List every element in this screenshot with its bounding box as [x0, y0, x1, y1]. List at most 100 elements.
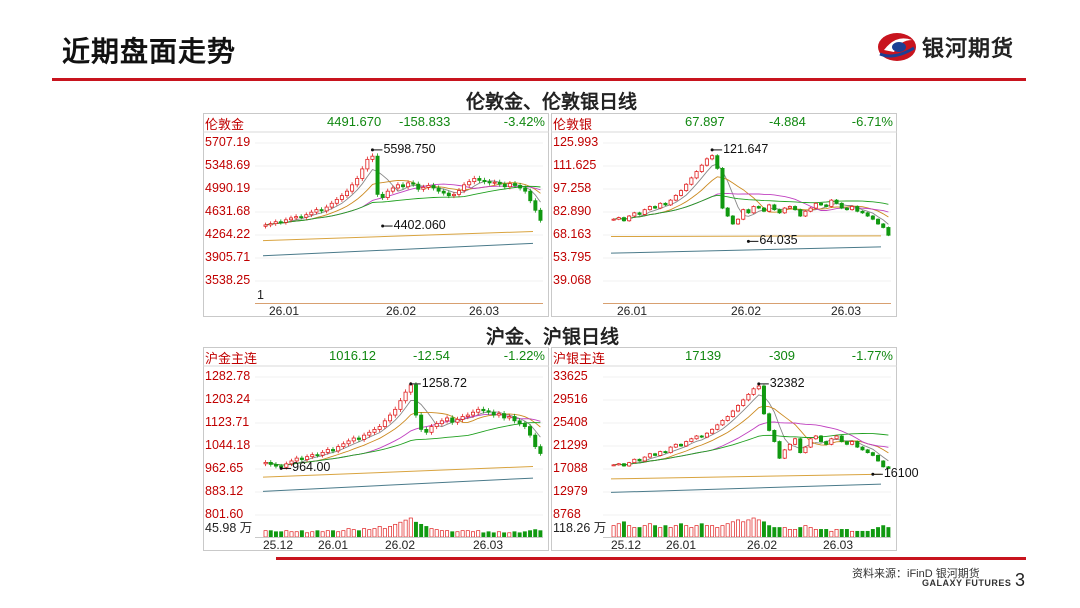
y-tick-label: 29516: [553, 392, 588, 406]
volume-bar: [502, 532, 507, 538]
volume-bar: [305, 532, 310, 538]
candle-body: [876, 218, 881, 225]
volume-bar: [325, 530, 330, 538]
trend-line-teal: [610, 483, 882, 493]
candle-body: [390, 187, 395, 192]
x-tick-label: 26.03: [473, 538, 504, 552]
y-tick-label: 4264.22: [205, 227, 251, 241]
candle-body: [502, 183, 507, 188]
candle-body: [689, 177, 694, 185]
candle-body: [528, 190, 533, 202]
volume-bar: [798, 527, 803, 538]
volume-bar: [829, 530, 834, 538]
y-tick-label: 97.258: [553, 181, 592, 195]
y-tick-label: 12979: [553, 484, 588, 498]
chart-header: 沪金主连 1016.12 -12.54 -1.22%: [203, 347, 549, 366]
candle-body: [793, 438, 798, 445]
chart-frame: [203, 113, 549, 317]
candle-body: [642, 209, 647, 215]
x-tick-label: 26.02: [386, 304, 417, 318]
volume-bar: [486, 531, 491, 538]
volume-bar: [767, 525, 772, 538]
volume-bar: [663, 525, 668, 538]
volume-bar: [268, 530, 273, 538]
volume-bar: [611, 525, 616, 538]
candle-body: [330, 449, 336, 452]
volume-bar: [673, 525, 678, 538]
candle-body: [824, 204, 829, 207]
candle-body: [761, 385, 766, 415]
candle-body: [309, 211, 314, 216]
candle-body: [411, 182, 416, 185]
volume-bar: [346, 528, 351, 538]
trend-line-teal: [262, 477, 534, 492]
candle-body: [673, 443, 678, 448]
volume-bar: [403, 519, 408, 538]
candle-body: [647, 453, 652, 458]
candle-body: [346, 440, 351, 445]
candle-body: [818, 202, 824, 206]
candle-body: [632, 212, 637, 217]
volume-bar: [808, 527, 813, 538]
volume-bar: [886, 527, 891, 538]
section-title-london: 伦敦金、伦敦银日线: [466, 92, 638, 113]
candle-body: [860, 446, 865, 451]
candle-body: [324, 206, 329, 212]
candle-body: [436, 187, 441, 192]
candle-body: [370, 155, 375, 160]
annotation-label: 32382: [769, 375, 805, 390]
candle-body: [637, 212, 642, 215]
candle-body: [299, 457, 304, 460]
chart-header: 伦敦银 67.897 -4.884 -6.71%: [551, 113, 897, 132]
candle-body: [334, 199, 339, 204]
candle-body: [850, 206, 855, 211]
candle-body: [751, 388, 756, 395]
candle-body: [289, 460, 294, 465]
volume-bar: [471, 531, 475, 538]
candle-body: [481, 408, 486, 412]
candle-body: [870, 215, 875, 220]
volume-bar: [481, 532, 486, 538]
volume-bar: [772, 527, 777, 538]
candle-body: [694, 435, 699, 440]
candle-body: [367, 431, 372, 436]
volume-bar: [414, 521, 418, 538]
candle-body: [715, 424, 720, 430]
volume-bar: [787, 529, 792, 538]
candle-body: [668, 199, 673, 206]
candle-body: [294, 216, 299, 219]
candle-body: [513, 183, 517, 186]
candle-body: [528, 426, 533, 436]
trend-line-gold: [610, 473, 882, 480]
volume-bar: [439, 530, 444, 538]
candle-body: [320, 451, 325, 456]
page-number: 3: [1015, 570, 1026, 590]
volume-bar: [460, 530, 465, 538]
candle-body: [767, 413, 772, 431]
volume-bar: [367, 529, 372, 538]
volume-bar: [284, 530, 289, 538]
candle-body: [855, 441, 860, 448]
candle-body: [741, 399, 746, 406]
annotation-dot: [279, 466, 283, 470]
x-tick-label: 26.01: [666, 538, 697, 552]
candle-body: [372, 429, 377, 433]
candle-body: [684, 441, 689, 447]
candle-body: [798, 438, 803, 454]
source-note-en: GALAXY FUTURES: [922, 578, 1012, 588]
candle-body: [462, 184, 467, 191]
chart-frame: [551, 347, 897, 551]
volume-bar: [803, 525, 808, 538]
annotation-label: 964.00: [292, 460, 331, 475]
logo: 银河期货: [876, 30, 1014, 64]
candle-body: [533, 434, 538, 448]
candle-body: [829, 199, 834, 207]
volume-bar: [839, 529, 844, 538]
candle-body: [824, 441, 829, 445]
volume-bar: [751, 517, 756, 538]
candle-body: [487, 181, 492, 184]
candle-body: [355, 178, 360, 186]
candle-body: [263, 224, 268, 227]
candle-body: [455, 418, 460, 423]
volume-bar: [777, 527, 782, 538]
